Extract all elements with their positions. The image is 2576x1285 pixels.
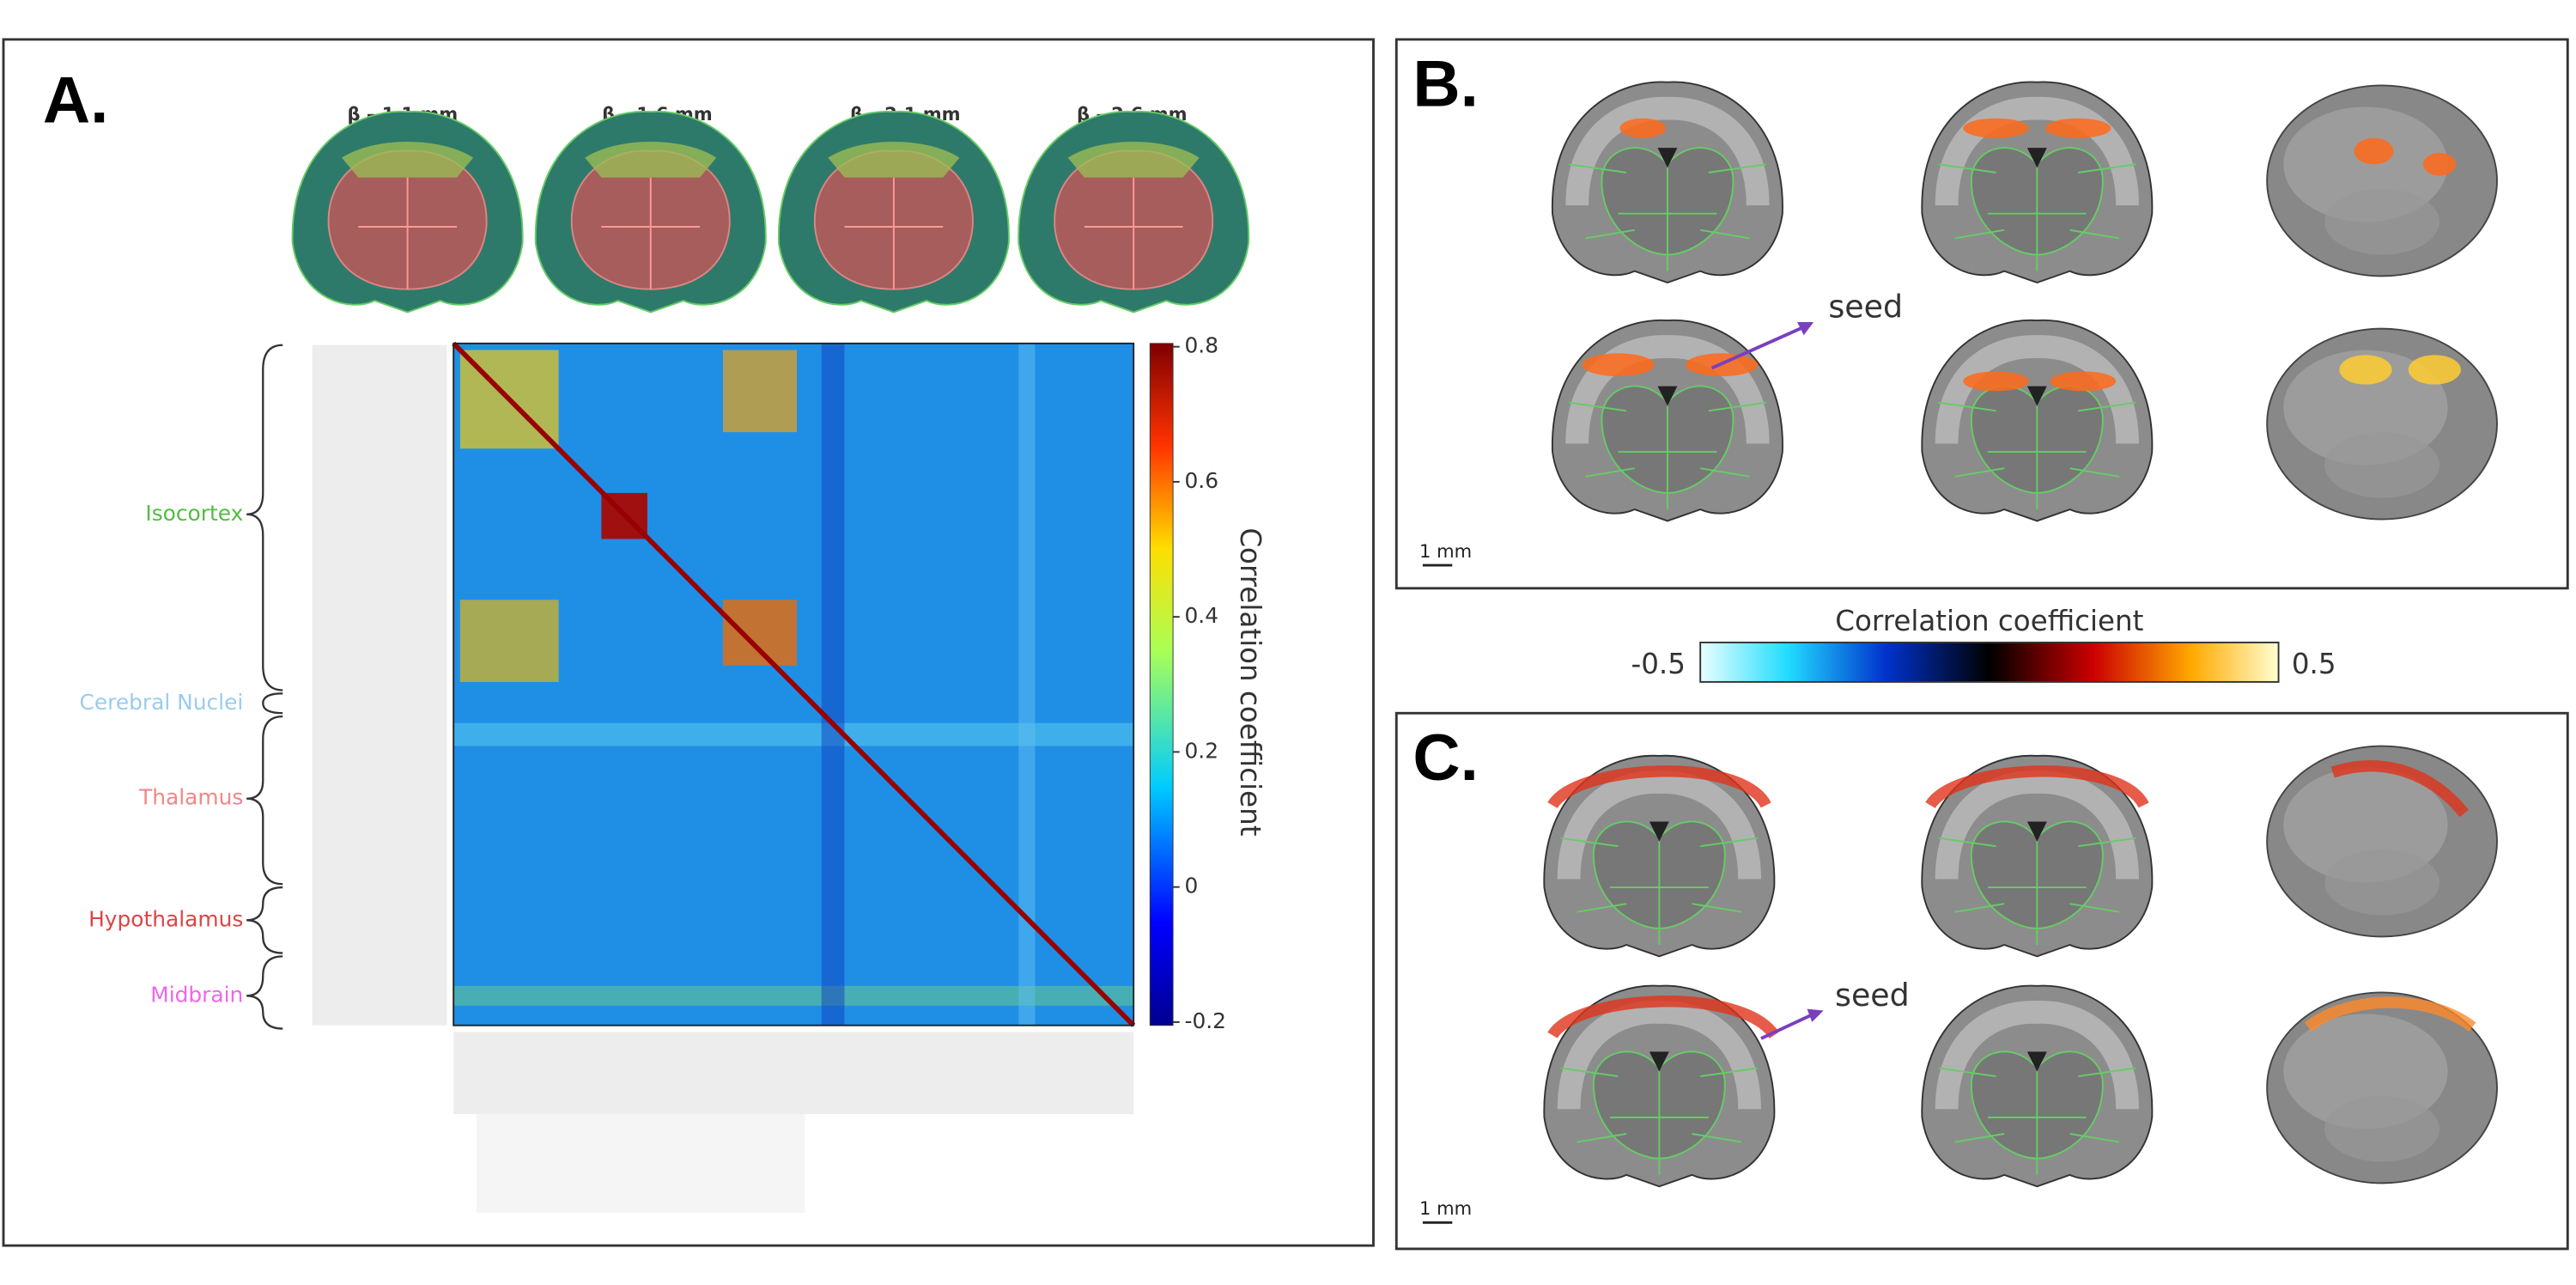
activation — [1547, 760, 2476, 1039]
colorbar-min: -0.5 — [1631, 648, 1686, 680]
brain-3d — [2266, 327, 2498, 521]
brain-3d — [2266, 84, 2498, 277]
seed-label: seed — [1835, 977, 1910, 1014]
colorbar-title: Correlation coefficient — [1835, 605, 2143, 637]
brain-slice — [1922, 986, 2152, 1187]
region-label: Isocortex — [145, 501, 243, 526]
colorbar-tick-label: 0.4 — [1184, 603, 1218, 628]
seed-label: seed — [1828, 289, 1903, 326]
colorbar-tick-label: 0.6 — [1184, 468, 1218, 493]
colorbar-a — [1149, 343, 1174, 1026]
panel-b-frame — [1394, 38, 2569, 590]
region-label: Midbrain — [150, 982, 243, 1007]
correlation-matrix — [452, 341, 1136, 1027]
colorbar-tick-label: 0 — [1184, 874, 1198, 898]
arrow-head — [1797, 321, 1814, 336]
region-label: Thalamus — [138, 785, 243, 810]
atlas-slice — [534, 110, 767, 314]
colorbar-tick-label: -0.2 — [1184, 1008, 1226, 1033]
brain-3d — [2266, 745, 2498, 938]
scale-label: 1 mm — [1419, 1197, 1472, 1219]
panel-c-frame — [1394, 711, 2569, 1251]
matrix-axis-labels — [312, 344, 1134, 1213]
region-label: Hypothalamus — [88, 906, 243, 931]
seed-arrow — [1760, 1014, 1812, 1040]
panel-label: C. — [1413, 722, 1479, 795]
panel-label: B. — [1413, 48, 1479, 121]
brain-slice — [1922, 320, 2152, 521]
seed-arrow — [1710, 325, 1805, 370]
region-label: Cerebral Nuclei — [80, 690, 244, 715]
panel-a-frame — [2, 38, 1375, 1247]
panel-label: A. — [43, 64, 109, 137]
colorbar-tick-label: 0.2 — [1184, 738, 1218, 763]
colorbar-max: 0.5 — [2292, 648, 2336, 680]
activation — [1582, 118, 2461, 392]
colorbar-bc — [1699, 642, 2280, 683]
colorbar-tick-label: 0.8 — [1184, 333, 1218, 358]
colorbar-title: Correlation coefficient — [1234, 527, 1267, 836]
atlas-slice — [777, 110, 1010, 314]
region-braces — [246, 344, 283, 1030]
atlas-slice — [291, 110, 524, 314]
brain-slice — [1552, 82, 1783, 283]
colorbar-a-ticks: -0.2 0 0.2 0.4 0.6 0.8 — [1173, 333, 1226, 1033]
arrow-head — [1807, 1008, 1824, 1022]
brain-slice — [1922, 82, 2152, 283]
scale-label: 1 mm — [1419, 540, 1472, 562]
atlas-slice — [1018, 110, 1250, 314]
